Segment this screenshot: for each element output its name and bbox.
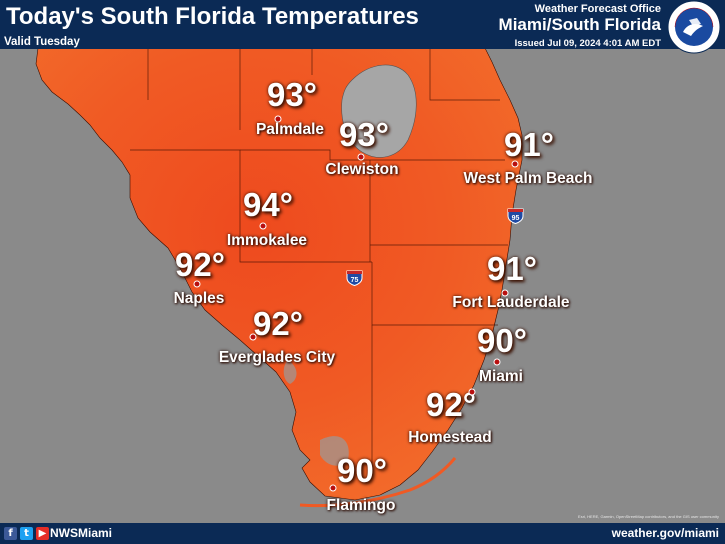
temp-palmdale: 93° <box>267 76 317 113</box>
temp-clewiston: 93° <box>339 116 389 153</box>
social-handle[interactable]: NWSMiami <box>50 526 113 540</box>
temp-miami: 90° <box>477 322 527 359</box>
temp-immokalee: 94° <box>243 186 293 223</box>
valid-day: Valid Tuesday <box>4 36 80 48</box>
city-label-everglades-city: Everglades City <box>218 349 336 366</box>
city-label-immokalee: Immokalee <box>226 232 308 249</box>
city-dot-immokalee <box>259 222 267 230</box>
city-label-flamingo: Flamingo <box>326 497 396 514</box>
issued-time: Issued Jul 09, 2024 4:01 AM EDT <box>514 38 661 49</box>
subheader-bar <box>0 36 725 49</box>
interstate-95-shield-icon: 95 <box>507 208 524 224</box>
city-dot-west-palm-beach <box>511 160 519 168</box>
office-name: Miami/South Florida <box>498 15 661 34</box>
interstate-95-label: 95 <box>512 215 520 222</box>
city-label-naples: Naples <box>173 290 225 307</box>
city-dot-miami <box>493 358 501 366</box>
city-dot-clewiston <box>357 153 365 161</box>
office-line: Weather Forecast Office <box>534 3 661 15</box>
city-label-miami: Miami <box>479 368 523 385</box>
header-banner <box>0 0 725 36</box>
temp-fort-lauderdale: 91° <box>487 250 537 287</box>
footer-banner <box>0 523 725 544</box>
facebook-icon[interactable]: f <box>4 527 17 540</box>
twitter-icon[interactable]: t <box>20 527 33 540</box>
youtube-icon[interactable]: ▶ <box>36 527 49 540</box>
social-icons: f t ▶ <box>4 527 49 540</box>
interstate-75-shield-icon: 75 <box>346 270 363 286</box>
interstate-75-label: 75 <box>351 277 359 284</box>
temp-naples: 92° <box>175 246 225 283</box>
website-link[interactable]: weather.gov/miami <box>611 526 719 540</box>
city-label-fort-lauderdale: Fort Lauderdale <box>452 294 570 311</box>
city-dot-naples <box>193 280 201 288</box>
city-dot-flamingo <box>329 484 337 492</box>
temp-homestead: 92° <box>426 386 476 423</box>
city-label-west-palm-beach: West Palm Beach <box>463 170 593 187</box>
lake-okeechobee <box>341 64 417 158</box>
city-label-palmdale: Palmdale <box>255 121 325 138</box>
temp-everglades-city: 92° <box>253 305 303 342</box>
city-dot-everglades-city <box>249 333 257 341</box>
city-dot-palmdale <box>274 115 282 123</box>
temp-west-palm-beach: 91° <box>504 126 554 163</box>
city-label-homestead: Homestead <box>408 429 492 446</box>
page-title: Today's South Florida Temperatures <box>6 3 419 30</box>
temp-flamingo: 90° <box>337 452 387 489</box>
city-label-clewiston: Clewiston <box>325 161 399 178</box>
city-dot-fort-lauderdale <box>501 289 509 297</box>
map-attribution: Esri, HERE, Garmin, OpenStreetMap contri… <box>578 514 719 519</box>
florida-keys <box>299 457 457 508</box>
nws-logo-icon[interactable] <box>667 0 721 54</box>
city-dot-homestead <box>468 388 476 396</box>
